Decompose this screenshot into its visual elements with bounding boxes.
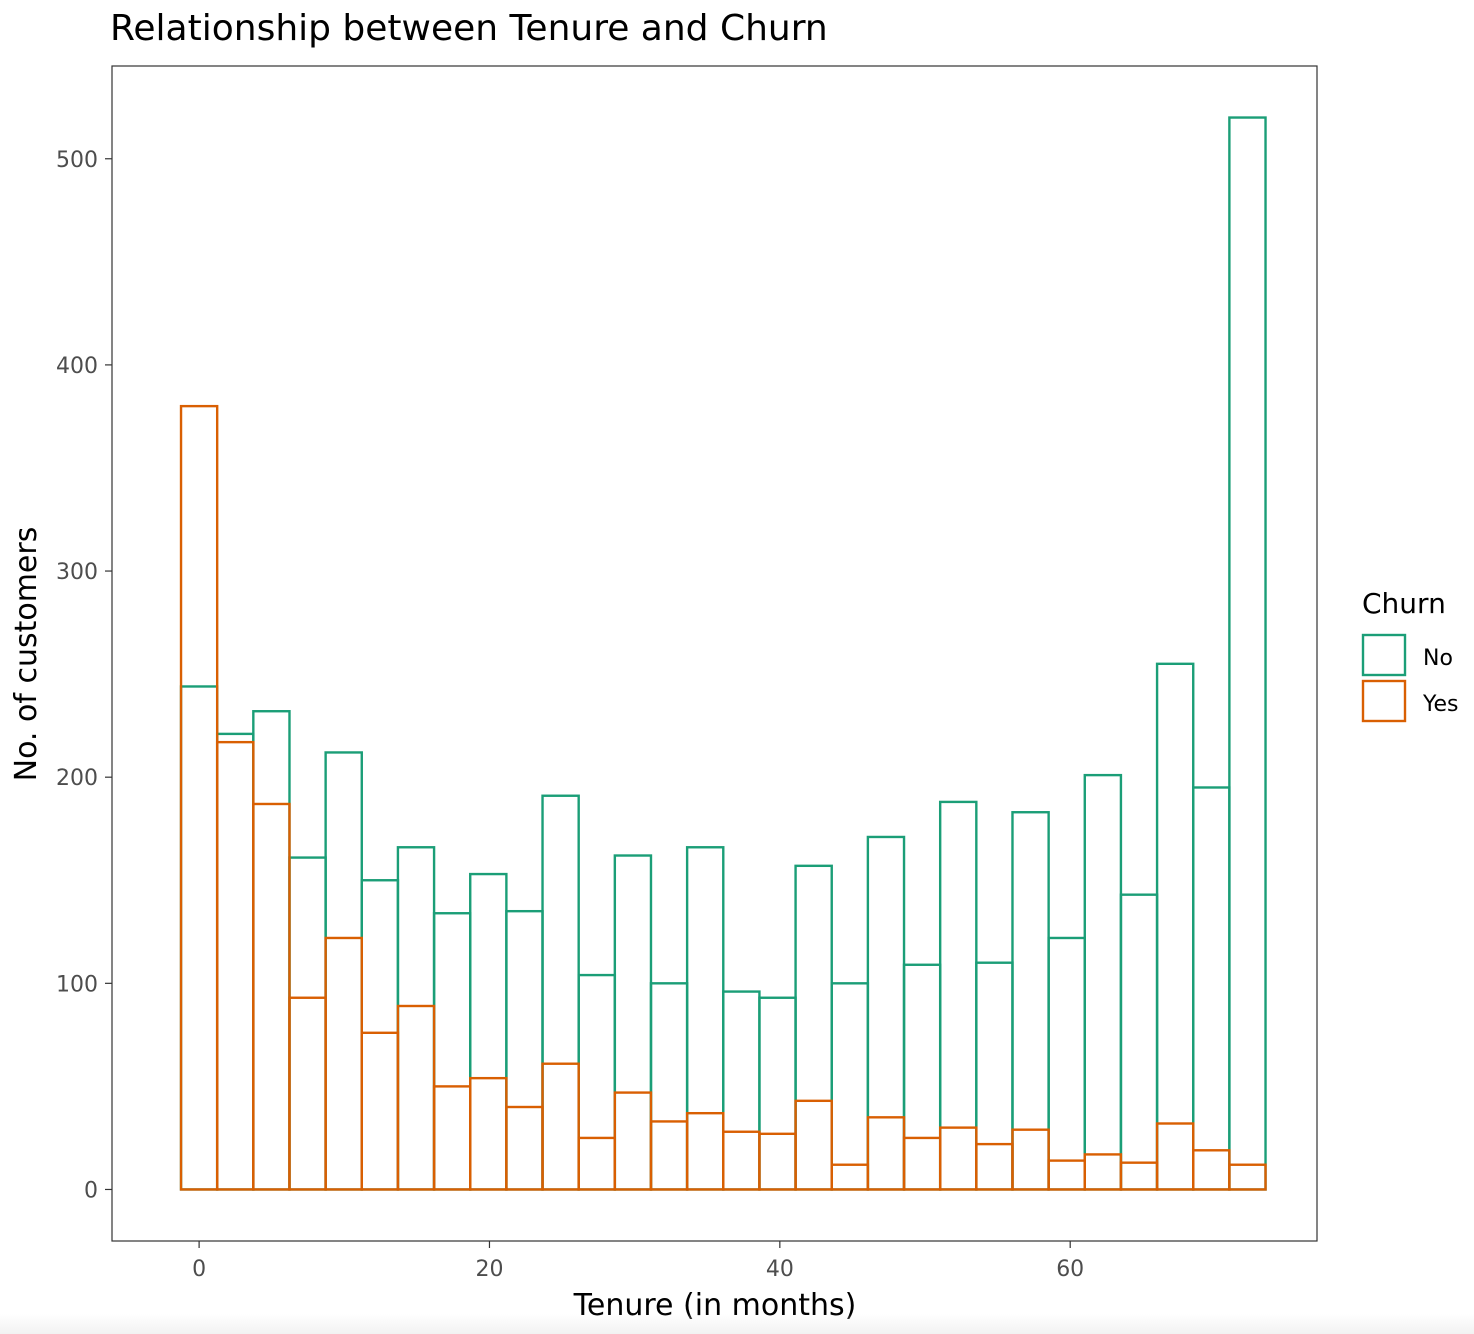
y-axis: 0 100 200 300 400 500 — [56, 148, 112, 1203]
x-tick-label: 0 — [192, 1257, 206, 1282]
legend-key-yes — [1361, 679, 1407, 723]
legend-label-no: No — [1423, 646, 1453, 671]
legend-label-yes: Yes — [1422, 692, 1459, 717]
x-axis: 0 20 40 60 — [192, 1241, 1084, 1282]
bar-yes-10 — [541, 1062, 580, 1191]
legend-title: Churn — [1362, 587, 1446, 620]
y-tick-label: 400 — [56, 354, 98, 379]
bar-yes-29 — [1228, 1163, 1267, 1191]
y-tick-label: 300 — [56, 560, 98, 585]
y-tick-label: 0 — [84, 1178, 98, 1203]
window-bottom-edge — [0, 1314, 1474, 1334]
x-tick-label: 40 — [766, 1257, 794, 1282]
x-tick-label: 20 — [475, 1257, 503, 1282]
y-tick-label: 100 — [56, 972, 98, 997]
legend-key-no — [1361, 633, 1407, 677]
y-tick-label: 200 — [56, 766, 98, 791]
legend: Churn No Yes — [1361, 587, 1459, 723]
series-yes-bars — [179, 404, 1267, 1191]
plot-panel — [111, 65, 1318, 1242]
x-tick-label: 60 — [1056, 1257, 1084, 1282]
y-tick-label: 500 — [56, 148, 98, 173]
bar-yes-17 — [794, 1099, 833, 1191]
y-axis-title: No. of customers — [9, 527, 44, 782]
chart-title: Relationship between Tenure and Churn — [110, 8, 828, 49]
